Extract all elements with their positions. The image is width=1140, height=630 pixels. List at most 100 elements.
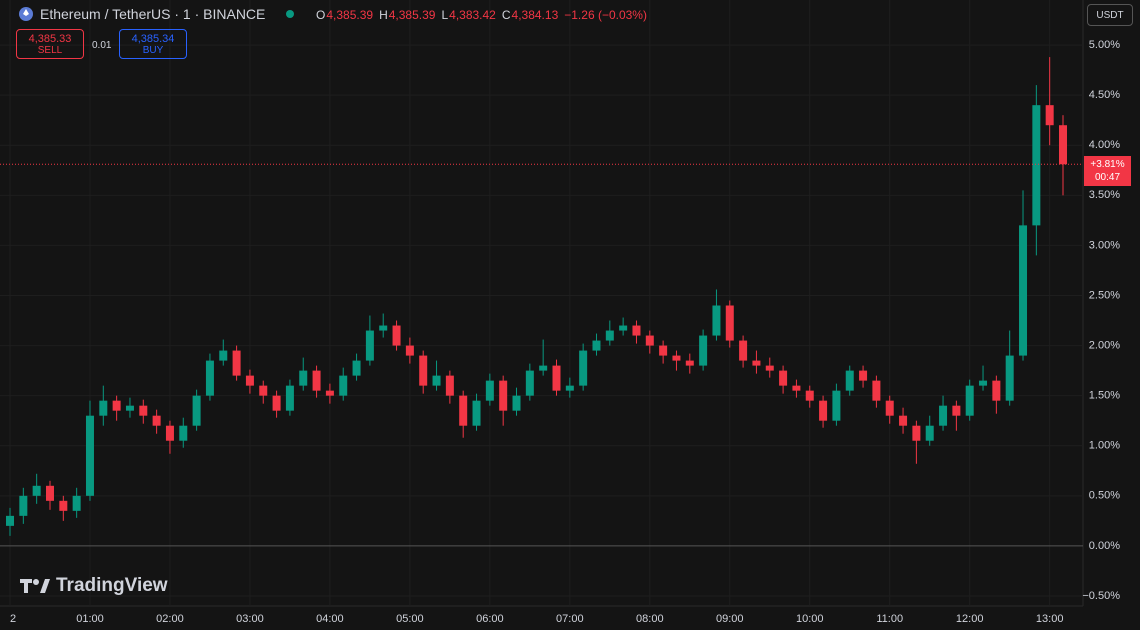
candle-body xyxy=(205,360,214,396)
candle-body xyxy=(485,380,494,401)
buy-label: BUY xyxy=(142,45,164,56)
candle-body xyxy=(45,485,54,501)
candle-body xyxy=(312,370,321,391)
x-tick-label: 07:00 xyxy=(556,613,584,625)
candle-body xyxy=(925,425,934,441)
x-tick-label: 03:00 xyxy=(236,613,264,625)
candle-body xyxy=(432,375,441,386)
change: −1.26 (−0.03%) xyxy=(564,8,647,22)
candle-body xyxy=(672,355,681,361)
candle-body xyxy=(912,425,921,441)
candle-body xyxy=(179,425,188,441)
candle-body xyxy=(872,380,881,401)
candle-body xyxy=(965,385,974,416)
candle-body xyxy=(792,385,801,391)
ohlc-value: 4,385.39 xyxy=(326,8,374,22)
sell-label: SELL xyxy=(37,45,63,56)
candle-body xyxy=(619,325,628,331)
candle-body xyxy=(779,370,788,386)
candle-body xyxy=(379,325,388,331)
candle-body xyxy=(979,380,988,386)
ohlc-values: O4,385.39 H4,385.39 L4,383.42 C4,384.13 −1.2… xyxy=(316,8,647,22)
candle-body xyxy=(645,335,654,346)
ohlc-value: 4,384.13 xyxy=(511,8,559,22)
y-tick-label: 2.00% xyxy=(1089,339,1120,351)
candle-body xyxy=(285,385,294,411)
symbol-icon xyxy=(19,7,33,21)
candle-body xyxy=(72,495,81,511)
candle-body xyxy=(139,405,148,416)
countdown: 00:47 xyxy=(1094,172,1121,184)
buy-button[interactable]: 4,385.34 BUY xyxy=(119,29,187,59)
candle-body xyxy=(245,375,254,386)
x-tick-label: 09:00 xyxy=(716,613,744,625)
candle-body xyxy=(1059,125,1068,165)
candle-body xyxy=(1019,225,1028,356)
candle-body xyxy=(752,360,761,366)
candle-body xyxy=(6,515,14,526)
candle-body xyxy=(552,365,561,391)
x-tick-label: 06:00 xyxy=(476,613,504,625)
x-tick-label: 11:00 xyxy=(876,613,903,625)
candle-body xyxy=(845,370,854,391)
candle-body xyxy=(259,385,268,396)
x-tick-label: 10:00 xyxy=(796,613,824,625)
candle-body xyxy=(272,395,281,411)
candle-body xyxy=(805,390,814,401)
x-tick-label: 08:00 xyxy=(636,613,664,625)
x-tick-label: 04:00 xyxy=(316,613,344,625)
symbol-header[interactable]: Ethereum / TetherUS · 1 · BINANCE xyxy=(18,6,295,22)
x-tick-label: 05:00 xyxy=(396,613,424,625)
y-tick-label: 3.50% xyxy=(1089,189,1120,201)
candle-body xyxy=(739,340,748,361)
y-tick-label: 1.00% xyxy=(1089,440,1120,452)
candle-body xyxy=(579,350,588,386)
candle-body xyxy=(232,350,241,376)
candle-body xyxy=(632,325,641,336)
candle-body xyxy=(899,415,908,426)
y-tick-label: 4.00% xyxy=(1089,139,1120,151)
x-tick-label: 2 xyxy=(10,613,16,625)
x-tick-label: 02:00 xyxy=(156,613,184,625)
candle-body xyxy=(525,370,534,396)
candle-body xyxy=(325,390,334,396)
brand-icon xyxy=(20,579,50,593)
candle-body xyxy=(32,485,41,496)
ohlc-item: L4,383.42 xyxy=(441,8,495,22)
candle-body xyxy=(565,385,574,391)
y-tick-label: 1.50% xyxy=(1089,390,1120,402)
candle-body xyxy=(352,360,361,376)
sell-price: 4,385.33 xyxy=(28,33,72,45)
y-tick-label: 4.50% xyxy=(1089,89,1120,101)
candle-body xyxy=(392,325,401,346)
currency-button[interactable]: USDT xyxy=(1087,4,1133,26)
candle-body xyxy=(939,405,948,426)
quantity[interactable]: 0.01 xyxy=(92,40,112,51)
symbol-title: Ethereum / TetherUS · 1 · BINANCE xyxy=(40,6,266,22)
candle-body xyxy=(512,395,521,411)
y-tick-label: 5.00% xyxy=(1089,39,1120,51)
ohlc-key: H xyxy=(379,8,388,22)
ohlc-value: 4,385.39 xyxy=(388,8,436,22)
last-value-label: +3.81% xyxy=(1090,159,1125,171)
brand-name: TradingView xyxy=(56,575,168,596)
x-tick-label: 13:00 xyxy=(1036,613,1064,625)
candle-body xyxy=(725,305,734,341)
candle-body xyxy=(1045,105,1054,126)
candle-body xyxy=(659,345,668,356)
candle-body xyxy=(219,350,228,361)
candle-body xyxy=(299,370,308,386)
candle-body xyxy=(192,395,201,426)
candle-body xyxy=(405,345,414,356)
candle-body xyxy=(832,390,841,421)
candle-body xyxy=(472,400,481,426)
ohlc-item: C4,384.13 xyxy=(502,8,558,22)
ohlc-item: O4,385.39 xyxy=(316,8,373,22)
candle-body xyxy=(112,400,121,411)
y-tick-label: 2.50% xyxy=(1089,289,1120,301)
candle-body xyxy=(712,305,721,336)
sell-button[interactable]: 4,385.33 SELL xyxy=(16,29,84,59)
candle-body xyxy=(539,365,548,371)
